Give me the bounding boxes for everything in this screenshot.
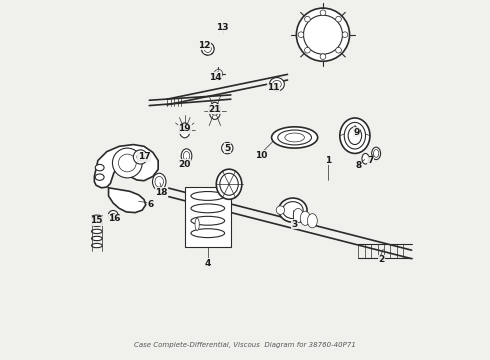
Ellipse shape bbox=[293, 208, 303, 222]
Ellipse shape bbox=[155, 176, 164, 187]
Ellipse shape bbox=[372, 147, 381, 159]
Text: 5: 5 bbox=[224, 144, 230, 153]
Circle shape bbox=[211, 107, 219, 115]
Circle shape bbox=[112, 148, 142, 178]
Circle shape bbox=[320, 54, 326, 59]
Circle shape bbox=[133, 150, 147, 164]
Ellipse shape bbox=[278, 130, 312, 145]
Text: 13: 13 bbox=[216, 23, 228, 32]
Polygon shape bbox=[95, 145, 158, 188]
Text: Case Complete-Differential, Viscous  Diagram for 38760-40P71: Case Complete-Differential, Viscous Diag… bbox=[134, 342, 356, 348]
Ellipse shape bbox=[92, 215, 102, 219]
Ellipse shape bbox=[373, 149, 379, 157]
Ellipse shape bbox=[95, 174, 104, 180]
Text: 4: 4 bbox=[205, 259, 211, 268]
Ellipse shape bbox=[344, 122, 366, 149]
Ellipse shape bbox=[92, 243, 102, 248]
Ellipse shape bbox=[285, 133, 304, 142]
Circle shape bbox=[320, 10, 326, 15]
Ellipse shape bbox=[272, 80, 281, 88]
Circle shape bbox=[305, 16, 310, 22]
Ellipse shape bbox=[209, 102, 220, 120]
Circle shape bbox=[276, 206, 285, 215]
Ellipse shape bbox=[283, 202, 303, 219]
Text: 17: 17 bbox=[138, 153, 150, 162]
Ellipse shape bbox=[95, 165, 104, 171]
Ellipse shape bbox=[191, 229, 224, 238]
Circle shape bbox=[296, 8, 349, 61]
Ellipse shape bbox=[191, 192, 224, 201]
Circle shape bbox=[336, 16, 342, 22]
Text: 15: 15 bbox=[90, 216, 102, 225]
Ellipse shape bbox=[181, 149, 192, 163]
Polygon shape bbox=[109, 188, 146, 213]
Text: 9: 9 bbox=[353, 128, 360, 137]
Ellipse shape bbox=[92, 222, 102, 226]
Circle shape bbox=[137, 153, 144, 161]
Text: 1: 1 bbox=[325, 156, 331, 165]
Ellipse shape bbox=[300, 211, 310, 225]
Text: 19: 19 bbox=[178, 124, 191, 133]
Ellipse shape bbox=[92, 229, 102, 234]
Ellipse shape bbox=[340, 118, 370, 153]
Ellipse shape bbox=[216, 169, 242, 199]
Circle shape bbox=[298, 32, 304, 37]
Circle shape bbox=[204, 45, 211, 53]
Circle shape bbox=[111, 213, 115, 217]
Ellipse shape bbox=[270, 77, 284, 91]
Text: 16: 16 bbox=[108, 215, 120, 224]
Ellipse shape bbox=[183, 152, 190, 160]
Circle shape bbox=[221, 143, 233, 154]
Text: 18: 18 bbox=[155, 188, 168, 197]
Ellipse shape bbox=[179, 123, 190, 138]
Text: 12: 12 bbox=[198, 41, 211, 50]
Circle shape bbox=[201, 42, 214, 55]
Ellipse shape bbox=[279, 198, 307, 222]
Text: 20: 20 bbox=[178, 159, 191, 168]
Text: 2: 2 bbox=[378, 255, 385, 264]
Ellipse shape bbox=[191, 204, 224, 213]
Ellipse shape bbox=[271, 127, 318, 148]
Bar bbox=[185, 187, 231, 247]
Ellipse shape bbox=[195, 218, 199, 230]
Text: 10: 10 bbox=[255, 151, 267, 160]
Ellipse shape bbox=[191, 216, 224, 225]
Text: 21: 21 bbox=[209, 105, 221, 114]
Ellipse shape bbox=[348, 127, 362, 145]
Circle shape bbox=[214, 69, 222, 78]
Text: 11: 11 bbox=[267, 84, 280, 93]
Ellipse shape bbox=[92, 237, 102, 240]
Circle shape bbox=[305, 48, 310, 53]
Circle shape bbox=[119, 154, 136, 172]
Circle shape bbox=[336, 48, 342, 53]
Circle shape bbox=[224, 145, 230, 151]
Circle shape bbox=[303, 15, 343, 54]
Circle shape bbox=[108, 211, 118, 220]
Ellipse shape bbox=[307, 214, 318, 228]
Ellipse shape bbox=[152, 173, 166, 190]
Circle shape bbox=[342, 32, 348, 37]
Text: 8: 8 bbox=[355, 161, 362, 170]
Text: 3: 3 bbox=[292, 220, 298, 229]
Ellipse shape bbox=[220, 173, 238, 195]
Text: 14: 14 bbox=[209, 73, 221, 82]
Text: 7: 7 bbox=[368, 156, 374, 165]
Ellipse shape bbox=[362, 153, 369, 164]
Text: 6: 6 bbox=[148, 200, 154, 209]
